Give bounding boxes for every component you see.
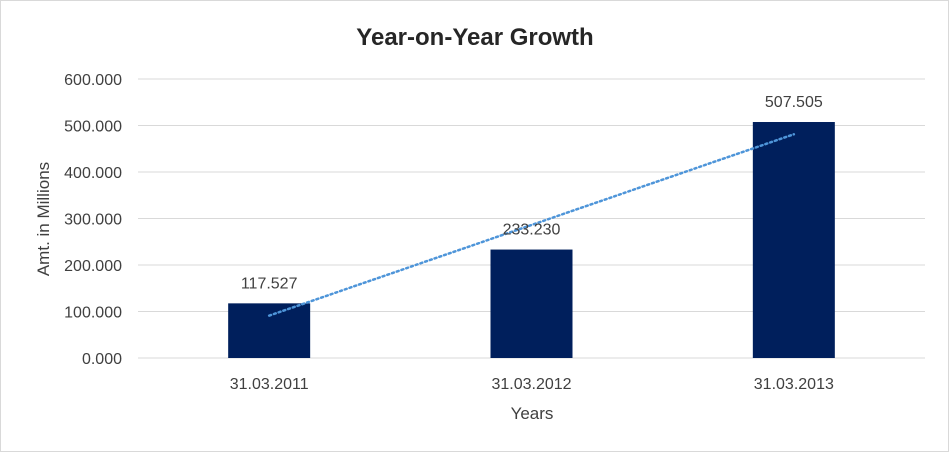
trendline xyxy=(267,133,796,317)
bar xyxy=(228,303,311,358)
data-label: 117.527 xyxy=(241,275,298,292)
x-tick-label: 31.03.2013 xyxy=(754,376,834,393)
y-tick-label: 600.000 xyxy=(64,72,122,89)
bar xyxy=(490,249,573,358)
y-axis-title: Amt. in Millions xyxy=(34,162,53,276)
data-label: 507.505 xyxy=(765,94,823,111)
y-tick-label: 200.000 xyxy=(64,258,122,275)
y-tick-label: 100.000 xyxy=(64,305,122,322)
x-tick-labels: 31.03.2011 31.03.2012 31.03.2013 xyxy=(230,376,834,393)
x-tick-label: 31.03.2011 xyxy=(230,376,309,393)
y-tick-label: 0.000 xyxy=(82,351,122,368)
x-axis-title: Years xyxy=(511,404,554,423)
y-tick-label: 400.000 xyxy=(64,165,122,182)
chart-title: Year-on-Year Growth xyxy=(356,24,593,51)
y-tick-label: 500.000 xyxy=(64,119,122,136)
x-tick-label: 31.03.2012 xyxy=(491,376,571,393)
data-label: 233.230 xyxy=(503,222,561,239)
bars xyxy=(228,122,835,358)
y-tick-label: 300.000 xyxy=(64,212,122,229)
bar xyxy=(752,122,835,358)
trendline-group xyxy=(267,133,796,317)
y-tick-labels: 0.000 100.000 200.000 300.000 400.000 500.000… xyxy=(64,72,122,368)
data-labels: 117.527 233.230 507.505 xyxy=(241,94,823,292)
